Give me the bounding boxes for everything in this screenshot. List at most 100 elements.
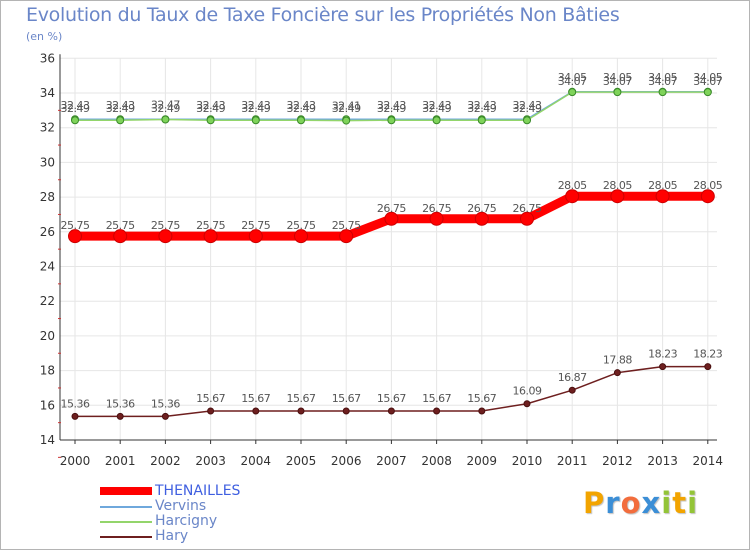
data-label-vervins: 32.49: [513, 102, 542, 115]
data-label-hary: 15.67: [196, 392, 225, 405]
data-point-harcigny: [342, 116, 351, 125]
legend-label-harcigny: Harcigny: [155, 513, 218, 529]
data-point-harcigny: [297, 116, 305, 125]
logo-letter: x: [641, 486, 662, 520]
legend-swatch-thenailles: [100, 487, 152, 495]
y-tick-label: 30: [40, 155, 55, 169]
data-label-harcigny: 32.43: [106, 99, 135, 112]
data-label-hary: 15.36: [106, 397, 135, 410]
data-label-thenailles: 25.75: [332, 219, 361, 232]
y-tick-label: 18: [40, 364, 55, 378]
data-point-thenailles: [248, 229, 263, 244]
data-label-vervins: 32.49: [241, 102, 270, 115]
data-label-thenailles: 25.75: [196, 219, 225, 232]
data-point-thenailles: [68, 229, 82, 244]
data-point-harcigny: [251, 116, 260, 125]
legend-swatch-vervins: [100, 506, 152, 508]
chart-unit-label: (en %): [26, 30, 63, 43]
x-tick-label: 2013: [647, 454, 678, 468]
data-label-thenailles: 26.75: [467, 202, 496, 215]
data-label-harcigny: 32.41: [332, 100, 361, 113]
data-label-vervins: 34.07: [648, 75, 677, 88]
data-point-thenailles: [429, 211, 444, 226]
data-label-thenailles: 26.75: [422, 202, 451, 215]
data-label-hary: 15.36: [61, 397, 90, 410]
data-label-hary: 15.36: [151, 397, 180, 410]
data-point-thenailles: [384, 211, 399, 226]
data-point-hary: [161, 412, 169, 420]
logo-letter: i: [661, 486, 673, 520]
x-tick-label: 2001: [105, 454, 136, 468]
data-point-hary: [659, 363, 667, 371]
data-label-harcigny: 32.43: [241, 99, 270, 112]
legend-swatch-harcigny: [100, 521, 152, 523]
data-point-thenailles: [610, 189, 625, 204]
legend-swatch-hary: [100, 536, 152, 538]
data-point-hary: [207, 407, 215, 415]
logo-letter: r: [605, 486, 621, 520]
data-label-hary: 17.88: [603, 354, 632, 367]
data-label-vervins: 32.49: [332, 102, 361, 115]
proxiti-logo: Proxiti: [583, 486, 698, 520]
x-tick-label: 2005: [286, 454, 317, 468]
data-point-hary: [704, 363, 712, 371]
data-label-vervins: 34.07: [558, 75, 587, 88]
data-point-thenailles: [113, 229, 128, 244]
data-label-harcigny: 32.43: [196, 99, 225, 112]
y-tick-label: 26: [40, 225, 55, 239]
data-label-thenailles: 25.75: [61, 219, 90, 232]
data-point-hary: [297, 407, 305, 415]
y-tick-label: 36: [40, 51, 55, 65]
data-point-hary: [71, 412, 79, 420]
data-label-thenailles: 25.75: [106, 219, 135, 232]
data-point-harcigny: [387, 116, 396, 125]
data-label-thenailles: 25.75: [241, 219, 270, 232]
data-label-harcigny: 34.05: [648, 71, 677, 84]
data-point-harcigny: [116, 116, 125, 125]
data-point-harcigny: [206, 116, 215, 125]
data-label-vervins: 32.49: [287, 102, 316, 115]
data-point-thenailles: [700, 189, 715, 204]
data-label-harcigny: 32.43: [513, 99, 542, 112]
data-label-harcigny: 34.05: [558, 71, 587, 84]
data-point-harcigny: [568, 88, 577, 97]
data-label-vervins: 34.07: [603, 75, 632, 88]
data-point-harcigny: [658, 88, 667, 97]
data-label-harcigny: 32.43: [422, 99, 451, 112]
x-tick-label: 2009: [467, 454, 498, 468]
data-point-hary: [433, 407, 441, 415]
data-point-thenailles: [294, 229, 308, 244]
logo-letter: t: [672, 486, 688, 520]
data-point-harcigny: [613, 88, 622, 97]
data-label-hary: 15.67: [241, 392, 270, 405]
data-point-hary: [613, 369, 621, 377]
x-tick-label: 2000: [60, 454, 91, 468]
data-label-harcigny: 32.47: [151, 99, 180, 112]
legend-label-vervins: Vervins: [155, 498, 207, 514]
data-label-harcigny: 32.43: [467, 99, 496, 112]
x-tick-label: 2008: [421, 454, 452, 468]
data-label-vervins: 34.07: [693, 75, 722, 88]
logo-letter: P: [583, 486, 606, 520]
data-label-thenailles: 26.75: [513, 202, 542, 215]
data-label-vervins: 32.49: [106, 102, 135, 115]
data-label-vervins: 32.49: [61, 102, 90, 115]
logo-letter: i: [687, 486, 699, 520]
data-point-hary: [568, 386, 576, 394]
data-point-hary: [342, 407, 350, 415]
y-tick-label: 14: [40, 433, 55, 447]
data-label-vervins: 32.49: [196, 102, 225, 115]
data-label-vervins: 32.49: [467, 102, 496, 115]
data-label-hary: 16.87: [558, 371, 587, 384]
data-label-harcigny: 32.43: [377, 99, 406, 112]
chart-title: Evolution du Taux de Taxe Foncière sur l…: [26, 4, 620, 26]
data-label-hary: 15.67: [467, 392, 496, 405]
data-point-hary: [523, 400, 531, 408]
data-label-thenailles: 28.05: [693, 179, 722, 192]
y-tick-label: 22: [40, 294, 55, 308]
x-tick-label: 2004: [241, 454, 272, 468]
data-point-hary: [252, 407, 260, 415]
logo-letter: o: [620, 486, 642, 520]
x-tick-label: 2011: [557, 454, 588, 468]
